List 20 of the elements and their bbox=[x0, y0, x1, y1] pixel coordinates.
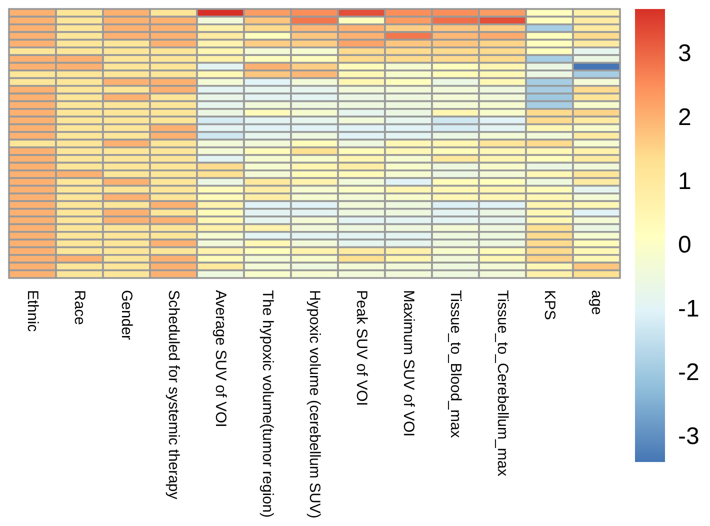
color-bar-label: -1 bbox=[678, 295, 700, 322]
x-tick-label: Average SUV of VOI bbox=[212, 290, 229, 428]
x-tick-label: Tissue_to_Cerebellum_max bbox=[494, 290, 511, 477]
x-tick-label: age bbox=[588, 290, 605, 316]
color-bar-label: -3 bbox=[678, 422, 700, 450]
x-tick-label: Ethnic bbox=[24, 290, 41, 332]
color-bar-label: 1 bbox=[678, 168, 692, 195]
x-tick-label: Hypoxic volume (cerebellum SUV) bbox=[306, 290, 323, 518]
x-tick-label: Race bbox=[71, 290, 88, 326]
color-bar-label: -2 bbox=[678, 359, 700, 386]
x-tick-label: KPS bbox=[541, 290, 558, 320]
x-tick-label: Peak SUV of VOI bbox=[353, 290, 370, 406]
color-bar-label: 0 bbox=[678, 232, 692, 259]
x-tick-label: Tissue_to_Blood_max bbox=[447, 290, 464, 438]
color-bar-label: 3 bbox=[678, 40, 692, 68]
x-tick-label: Gender bbox=[118, 290, 135, 340]
x-tick-label: Maximum SUV of VOI bbox=[400, 290, 417, 437]
color-bar-label: 2 bbox=[678, 104, 692, 131]
x-tick-label: The hypoxic volume(tumor region) bbox=[259, 290, 276, 518]
x-tick-label: Scheduled for systemic therapy bbox=[165, 290, 182, 500]
